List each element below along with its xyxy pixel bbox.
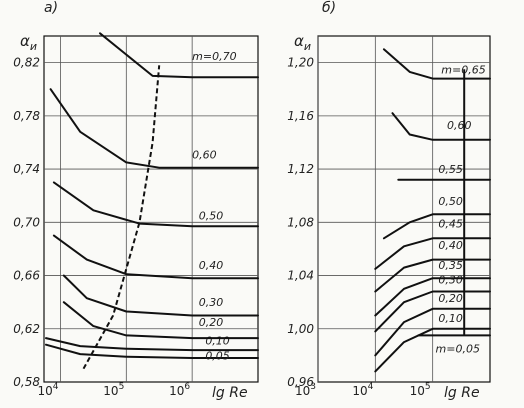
y-tick-label: 0,82 [13, 56, 40, 70]
series-line-1 [45, 337, 259, 352]
series-line-6 [49, 88, 259, 169]
x-tick-exponent: 3 [310, 382, 316, 392]
series-line-7 [99, 32, 259, 79]
x-tick-base: 10 [103, 384, 118, 398]
x-tick-base: 10 [410, 384, 425, 398]
y-tick-label: 1,00 [287, 322, 314, 336]
x-tick-label: 103 [295, 382, 316, 398]
x-tick-base: 10 [295, 384, 310, 398]
series-label: 0,20 [199, 316, 224, 329]
series-label: 0,10 [438, 312, 463, 325]
x-tick-exponent: 5 [425, 382, 431, 392]
series-line-5 [374, 258, 491, 293]
series-label: m=0,05 [436, 343, 480, 356]
series-line-4 [374, 277, 491, 317]
series-line-2 [62, 301, 259, 340]
series-line-2 [374, 307, 491, 357]
series-line-1 [374, 327, 491, 373]
y-axis-symbol: α [294, 32, 304, 50]
series-label: 0,60 [447, 119, 472, 132]
x-tick-exponent: 4 [53, 382, 59, 392]
y-tick-label: 0,66 [13, 269, 40, 283]
x-tick-exponent: 5 [119, 382, 125, 392]
x-tick-base: 10 [352, 384, 367, 398]
series-label: 0,40 [199, 259, 224, 272]
series-label: 0,10 [205, 335, 230, 348]
series-label: 0,35 [438, 259, 463, 272]
series-label: 0,60 [192, 148, 217, 161]
y-axis-label: αи [20, 32, 37, 53]
series-label: 0,50 [438, 195, 463, 208]
x-tick-exponent: 6 [184, 382, 190, 392]
series-line-3 [374, 290, 491, 333]
x-tick-label: 105 [410, 382, 431, 398]
plot-frame [43, 35, 259, 383]
series-line-10 [382, 48, 491, 80]
series-label: 0,05 [205, 349, 230, 362]
series-line-4 [52, 234, 259, 280]
series-line-7 [382, 213, 491, 240]
y-tick-label: 1,04 [287, 269, 314, 283]
y-tick-label: 1,08 [287, 215, 314, 229]
y-axis-symbol: α [20, 32, 30, 50]
series-line-5 [52, 181, 259, 228]
series-label: 0,45 [438, 218, 463, 231]
x-tick-exponent: 4 [368, 382, 374, 392]
y-tick-label: 1,12 [287, 162, 314, 176]
x-tick-base: 10 [169, 384, 184, 398]
y-tick-label: 0,70 [13, 215, 40, 229]
series-line-0 [45, 343, 259, 359]
series-label: 0,20 [438, 292, 463, 305]
series-label: 0,50 [199, 210, 224, 223]
x-tick-base: 10 [37, 384, 52, 398]
y-axis-label: αи [294, 32, 311, 53]
y-tick-label: 0,78 [13, 109, 40, 123]
y-axis-subscript: и [304, 40, 311, 53]
series-line-6 [374, 237, 491, 270]
panel-label: б) [322, 0, 336, 16]
y-tick-label: 1,20 [287, 56, 314, 70]
series-line-9 [391, 112, 491, 141]
y-tick-label: 1,16 [287, 109, 314, 123]
x-tick-label: 105 [103, 382, 124, 398]
y-tick-label: 0,62 [13, 322, 40, 336]
series-label: m=0,70 [192, 50, 236, 63]
x-tick-label: 104 [37, 382, 58, 398]
boundary-line [82, 65, 161, 370]
series-label: 0,30 [438, 274, 463, 287]
y-tick-label: 0,58 [13, 375, 40, 389]
series-label: 0,55 [438, 163, 463, 176]
x-axis-label: lg Re [212, 385, 248, 401]
x-axis-label: lg Re [444, 385, 480, 401]
x-tick-label: 104 [352, 382, 373, 398]
series-line-3 [62, 274, 259, 317]
series-label: 0,30 [199, 296, 224, 309]
y-tick-label: 0,74 [13, 162, 40, 176]
y-tick-label: 0,96 [287, 375, 314, 389]
y-axis-subscript: и [30, 40, 37, 53]
series-label: 0,40 [438, 239, 463, 252]
x-tick-label: 106 [169, 382, 190, 398]
panel-label: а) [44, 0, 58, 16]
